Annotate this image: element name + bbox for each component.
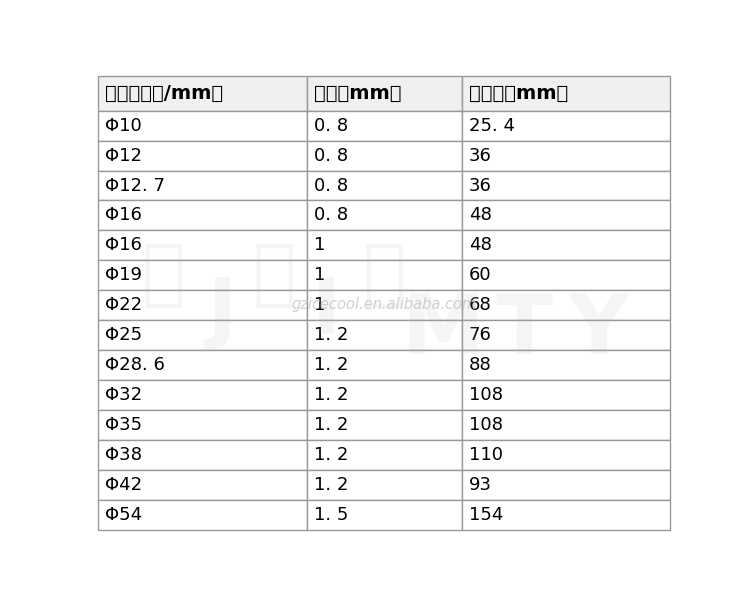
Text: Φ12. 7: Φ12. 7 — [105, 176, 165, 194]
Bar — [308, 320, 461, 350]
Text: I: I — [312, 274, 340, 350]
Text: 1. 2: 1. 2 — [314, 476, 349, 494]
Bar — [461, 260, 670, 290]
Text: 1. 5: 1. 5 — [314, 506, 349, 524]
Text: 110: 110 — [469, 446, 502, 464]
Text: Φ25: Φ25 — [105, 326, 142, 344]
Text: 1: 1 — [314, 266, 326, 284]
Bar — [461, 290, 670, 320]
Bar — [98, 76, 308, 110]
Text: Φ38: Φ38 — [105, 446, 142, 464]
Bar — [308, 350, 461, 380]
Text: Φ12: Φ12 — [105, 146, 142, 164]
Text: Φ42: Φ42 — [105, 476, 142, 494]
Bar — [461, 410, 670, 440]
Text: Φ54: Φ54 — [105, 506, 142, 524]
Text: 93: 93 — [469, 476, 491, 494]
Bar — [308, 290, 461, 320]
Text: 制: 制 — [252, 241, 296, 310]
Text: 154: 154 — [469, 506, 503, 524]
Text: Y: Y — [569, 290, 630, 371]
Text: 60: 60 — [469, 266, 491, 284]
Bar — [461, 76, 670, 110]
Bar — [308, 470, 461, 500]
Text: gzicecool.en.alibaba.com: gzicecool.en.alibaba.com — [292, 297, 477, 312]
Text: Φ35: Φ35 — [105, 416, 142, 434]
Text: 0. 8: 0. 8 — [314, 206, 348, 224]
Bar — [308, 76, 461, 110]
Bar — [461, 230, 670, 260]
Bar — [98, 260, 308, 290]
Text: 中心距《mm》: 中心距《mm》 — [469, 83, 568, 103]
Bar — [98, 200, 308, 230]
Bar — [461, 170, 670, 200]
Text: 88: 88 — [469, 356, 491, 374]
Text: 76: 76 — [469, 326, 491, 344]
Text: 48: 48 — [469, 206, 491, 224]
Bar — [98, 410, 308, 440]
Text: 108: 108 — [469, 416, 502, 434]
Text: 壁厚《mm》: 壁厚《mm》 — [314, 83, 402, 103]
Bar — [461, 380, 670, 410]
Bar — [308, 380, 461, 410]
Text: 36: 36 — [469, 146, 491, 164]
Text: 108: 108 — [469, 386, 502, 404]
Bar — [308, 410, 461, 440]
Bar — [308, 140, 461, 170]
Bar — [98, 170, 308, 200]
Text: Φ10: Φ10 — [105, 116, 142, 134]
Text: 1: 1 — [314, 236, 326, 254]
Text: 0. 8: 0. 8 — [314, 146, 348, 164]
Text: 48: 48 — [469, 236, 491, 254]
Text: J: J — [207, 274, 236, 350]
Text: Φ19: Φ19 — [105, 266, 142, 284]
Text: T: T — [496, 290, 552, 371]
Bar — [461, 440, 670, 470]
Text: Φ32: Φ32 — [105, 386, 142, 404]
Bar — [98, 140, 308, 170]
Text: 0. 8: 0. 8 — [314, 176, 348, 194]
Text: Φ16: Φ16 — [105, 206, 142, 224]
Text: 1. 2: 1. 2 — [314, 386, 349, 404]
Text: 1. 2: 1. 2 — [314, 356, 349, 374]
Text: 主: 主 — [142, 241, 185, 310]
Bar — [98, 350, 308, 380]
Text: Φ28. 6: Φ28. 6 — [105, 356, 165, 374]
Bar — [308, 110, 461, 140]
Text: Φ16: Φ16 — [105, 236, 142, 254]
Bar — [98, 500, 308, 530]
Bar — [461, 200, 670, 230]
Bar — [308, 170, 461, 200]
Bar — [308, 260, 461, 290]
Bar — [308, 500, 461, 530]
Text: 36: 36 — [469, 176, 491, 194]
Bar — [308, 200, 461, 230]
Text: 1. 2: 1. 2 — [314, 326, 349, 344]
Bar — [461, 350, 670, 380]
Bar — [461, 110, 670, 140]
Text: 0. 8: 0. 8 — [314, 116, 348, 134]
Text: 规格《内径/mm》: 规格《内径/mm》 — [105, 83, 224, 103]
Bar — [98, 290, 308, 320]
Bar — [98, 230, 308, 260]
Bar — [461, 320, 670, 350]
Text: 68: 68 — [469, 296, 491, 314]
Bar — [461, 500, 670, 530]
Bar — [98, 440, 308, 470]
Bar — [308, 230, 461, 260]
Text: 25. 4: 25. 4 — [469, 116, 514, 134]
Text: M: M — [401, 290, 484, 371]
Text: 1. 2: 1. 2 — [314, 416, 349, 434]
Bar — [461, 140, 670, 170]
Text: 1: 1 — [314, 296, 326, 314]
Text: 1. 2: 1. 2 — [314, 446, 349, 464]
Bar — [461, 470, 670, 500]
Text: 冷: 冷 — [363, 241, 406, 310]
Bar — [98, 380, 308, 410]
Bar — [98, 470, 308, 500]
Bar — [98, 320, 308, 350]
Text: Φ22: Φ22 — [105, 296, 142, 314]
Bar — [308, 440, 461, 470]
Bar — [98, 110, 308, 140]
